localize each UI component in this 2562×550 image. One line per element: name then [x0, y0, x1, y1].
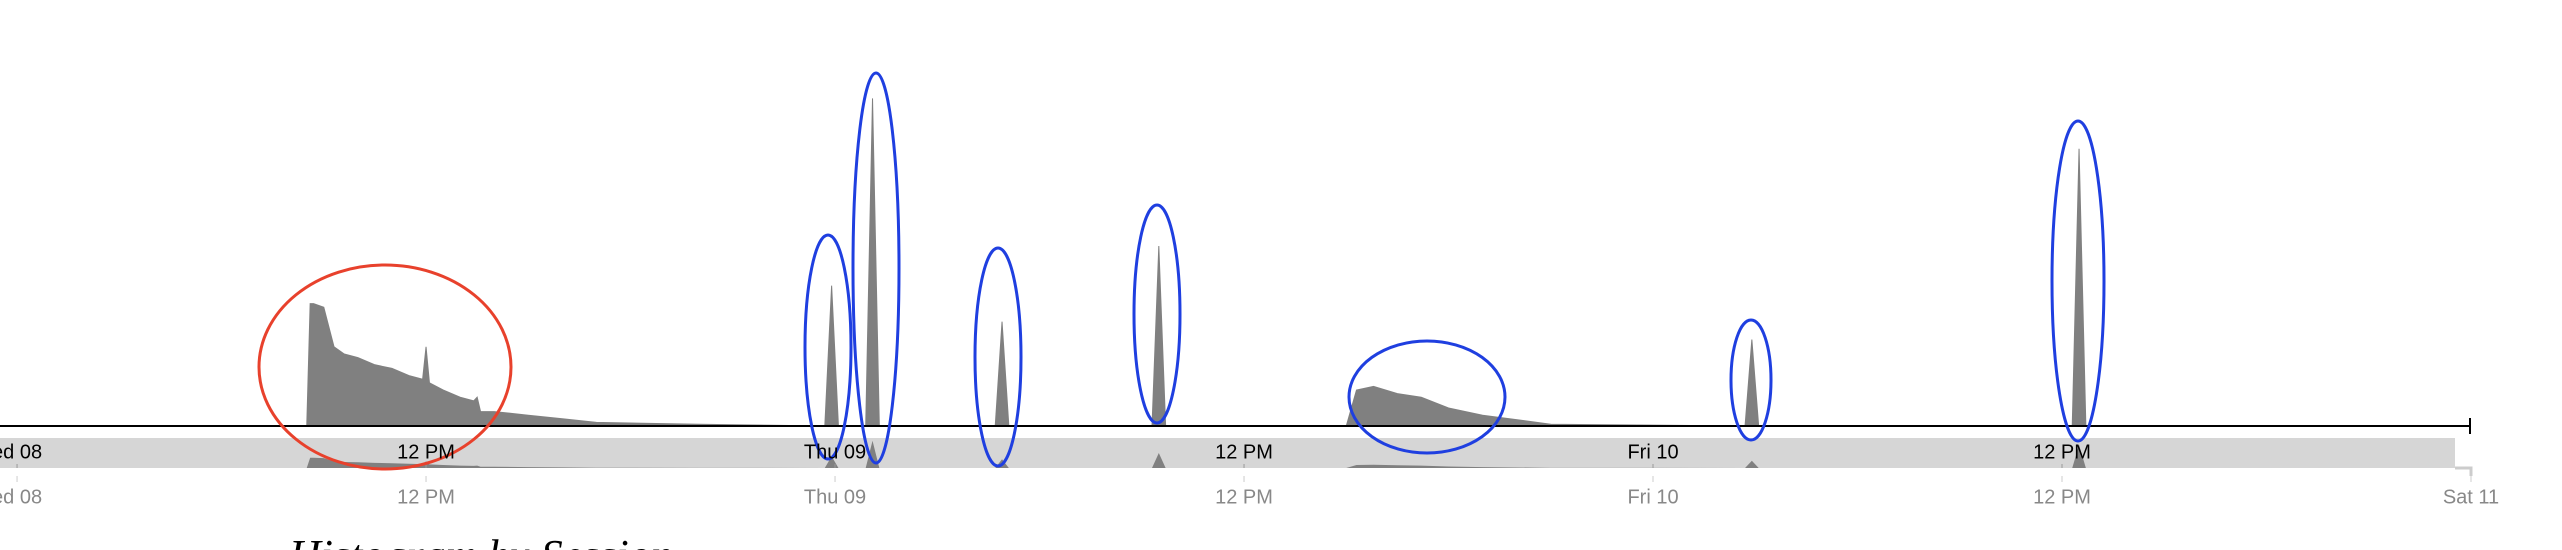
- highlight-ellipse: [1347, 339, 1507, 455]
- highlight-ellipse: [973, 246, 1023, 468]
- highlight-ellipse: [1132, 203, 1182, 425]
- x-tick-label: Sat 11: [2443, 486, 2499, 508]
- brush-tick-label: 12 PM: [1215, 441, 1273, 463]
- brush-tick-label: Thu 09: [804, 441, 866, 463]
- x-tick-label: Fri 10: [1627, 486, 1678, 508]
- brush-tick-label: Fri 10: [1627, 441, 1678, 463]
- highlight-ellipse: [257, 263, 513, 471]
- brush-tick-label: ed 08: [0, 441, 42, 463]
- x-tick-label: ed 08: [0, 486, 42, 508]
- highlight-ellipse: [2050, 119, 2106, 443]
- highlight-ellipse: [1729, 318, 1773, 442]
- brush-tick-label: 12 PM: [2033, 441, 2091, 463]
- brush-band: [0, 438, 2455, 468]
- highlight-ellipse: [803, 233, 853, 461]
- x-tick-label: Thu 09: [804, 486, 866, 508]
- x-tick-label: 12 PM: [397, 486, 455, 508]
- x-tick-label: 12 PM: [2033, 486, 2091, 508]
- x-tick-label: 12 PM: [1215, 486, 1273, 508]
- brush-frame: [2455, 466, 2473, 476]
- highlight-ellipse: [851, 71, 901, 465]
- annotation-text: Histogram by Session: [288, 531, 673, 550]
- area: [0, 98, 2471, 427]
- brush-tick-label: 12 PM: [397, 441, 455, 463]
